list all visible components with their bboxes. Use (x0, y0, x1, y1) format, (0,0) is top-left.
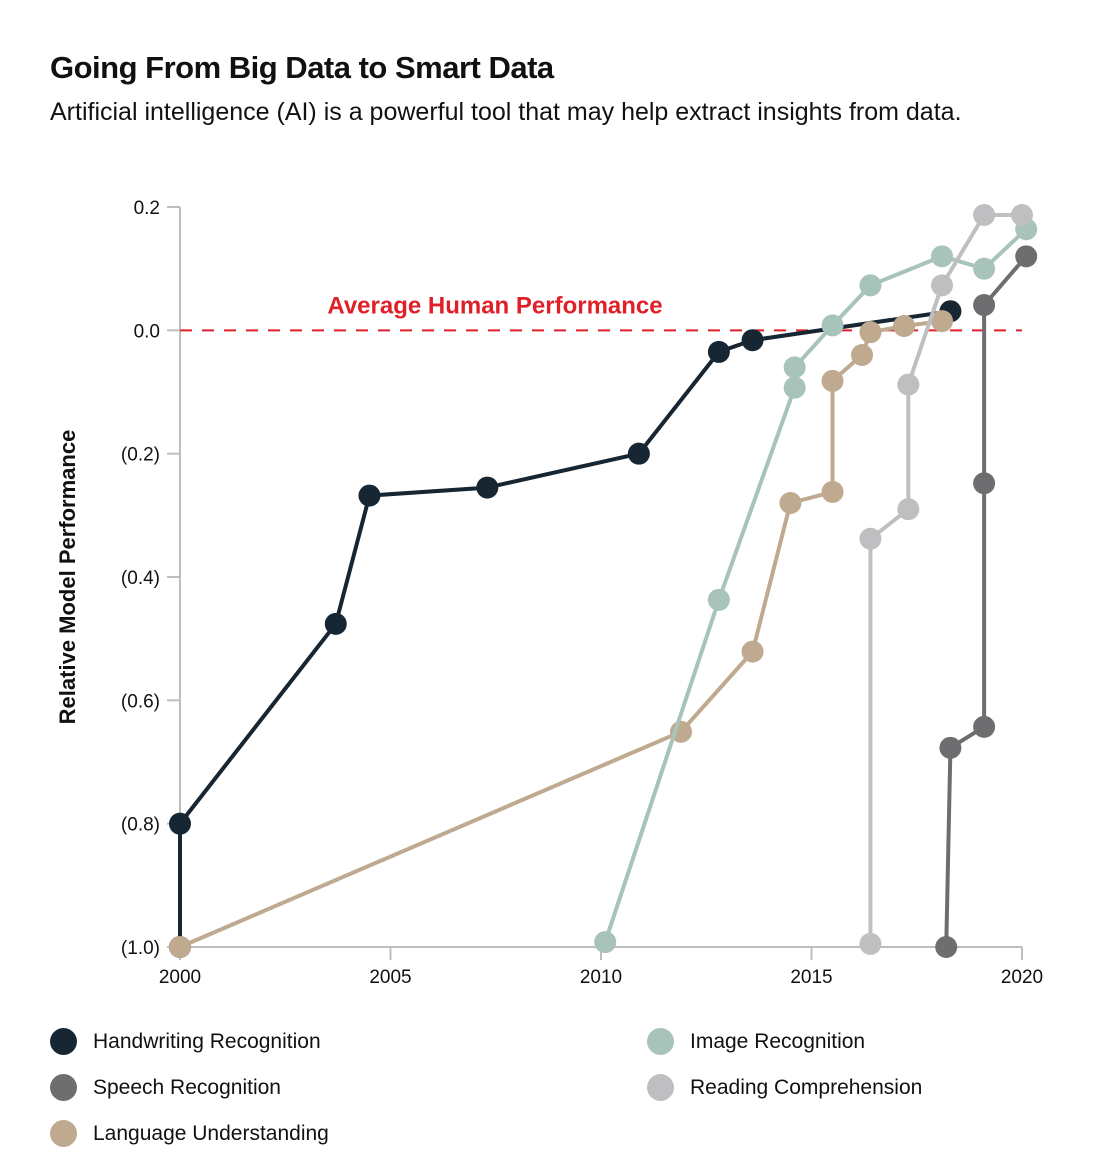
data-point (821, 314, 844, 337)
data-point (931, 245, 954, 268)
legend-swatch-icon (647, 1028, 674, 1055)
series-language-understanding (169, 310, 954, 958)
chart-subtitle: Artificial intelligence (AI) is a powerf… (50, 98, 962, 126)
y-tick-label: (0.8) (121, 815, 160, 836)
x-tick-label: 2015 (790, 967, 832, 988)
y-tick-label: 0.2 (134, 198, 160, 219)
data-point (779, 492, 802, 514)
series-speech-recognition (935, 245, 1038, 958)
data-point (973, 204, 996, 227)
legend-swatch-icon (50, 1028, 77, 1055)
x-tick-label: 2000 (159, 967, 201, 988)
legend-item: Handwriting Recognition (50, 1028, 321, 1055)
y-tick-label: (0.4) (121, 568, 160, 589)
data-point (821, 480, 844, 503)
data-point (783, 356, 806, 379)
data-point (897, 498, 920, 521)
legend-item: Speech Recognition (50, 1074, 281, 1101)
data-point (939, 736, 962, 759)
data-point (973, 715, 996, 738)
data-point (783, 376, 806, 399)
series-handwriting-recognition (169, 300, 962, 958)
series-reading-comprehension (859, 204, 1033, 955)
y-axis-label: Relative Model Performance (55, 430, 80, 725)
legend-label: Reading Comprehension (690, 1075, 923, 1099)
legend-swatch-icon (50, 1120, 77, 1147)
data-point (893, 315, 916, 338)
data-point (851, 344, 874, 366)
data-point (324, 612, 347, 635)
x-tick-label: 2010 (580, 967, 622, 988)
legend-label: Handwriting Recognition (93, 1029, 321, 1053)
legend-item: Reading Comprehension (647, 1074, 922, 1101)
chart-title: Going From Big Data to Smart Data (50, 50, 554, 85)
y-tick-label: 0.0 (134, 321, 160, 342)
data-point (169, 812, 191, 835)
series-line (179, 319, 943, 949)
x-tick-label: 2005 (369, 967, 411, 988)
data-point (707, 340, 730, 363)
data-point (741, 640, 764, 663)
data-point (859, 527, 882, 550)
legend-label: Speech Recognition (93, 1075, 281, 1099)
data-point (741, 329, 764, 352)
y-tick-label: (0.2) (121, 445, 160, 466)
human-performance-label: Average Human Performance (327, 292, 662, 319)
data-point (169, 936, 191, 958)
legend-label: Image Recognition (690, 1029, 866, 1053)
line-chart: 0.2 0.0 (0.2) (0.4) (0.6) (0.8) (1.0) 2000 2005 2… (55, 198, 1043, 988)
data-point (973, 257, 996, 280)
data-point (821, 369, 844, 392)
series-image-recognition (594, 218, 1038, 954)
legend-swatch-icon (50, 1074, 77, 1101)
data-point (935, 936, 958, 958)
data-point (859, 274, 882, 297)
data-point (1015, 245, 1038, 268)
data-point (1011, 204, 1033, 227)
legend-label: Language Understanding (93, 1121, 329, 1145)
y-tick-label: (1.0) (121, 938, 160, 959)
x-tick-label: 2020 (1001, 967, 1043, 988)
data-point (859, 932, 882, 955)
data-point (973, 294, 996, 317)
legend: Handwriting Recognition Speech Recognitio… (0, 1020, 1101, 1160)
data-point (931, 310, 954, 333)
series-line (603, 227, 1028, 943)
data-point (476, 476, 499, 499)
data-point (594, 931, 617, 954)
data-point (358, 484, 381, 507)
data-point (859, 321, 882, 344)
data-point (973, 472, 996, 495)
data-point (931, 274, 954, 297)
data-point (897, 373, 920, 396)
data-point (707, 588, 730, 611)
legend-item: Language Understanding (50, 1120, 329, 1147)
data-point (627, 442, 650, 465)
y-tick-label: (0.6) (121, 691, 160, 712)
series-line (944, 255, 1028, 948)
legend-item: Image Recognition (647, 1028, 865, 1055)
series-line (178, 309, 951, 947)
legend-swatch-icon (647, 1074, 674, 1101)
